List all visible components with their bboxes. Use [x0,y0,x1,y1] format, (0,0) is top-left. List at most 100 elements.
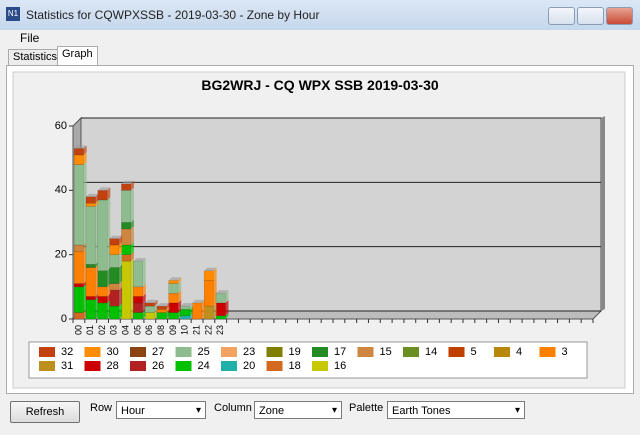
bar-top [74,145,87,149]
legend-label: 14 [425,346,437,358]
bar-side [225,312,229,319]
bar-segment [133,286,143,297]
bar-segment [121,254,132,262]
bar-segment [109,267,120,284]
bar-side [107,299,111,319]
bar-segment [109,289,120,307]
bar-top [168,277,182,281]
column-select[interactable]: Zone [254,401,342,420]
bar-side [119,235,123,246]
bar-segment [73,251,84,284]
bar-side [178,290,182,303]
minimize-button[interactable] [548,7,575,25]
bar-side [107,187,111,200]
bar-side [178,280,182,294]
x-tick-label: 08 [156,325,166,335]
palette-select[interactable]: Earth Tones [387,401,525,420]
bar-top [180,303,193,307]
bar-segment [168,293,179,304]
bar-segment [109,283,120,291]
x-tick-label: 22 [203,325,213,335]
right-wall [601,116,605,311]
bar-side [225,299,229,316]
bar-segment [133,296,143,304]
bar-side [107,267,111,287]
bar-side [95,261,99,268]
x-tick-label: 06 [144,325,154,335]
bar-side [130,251,134,262]
legend-label: 25 [198,346,210,358]
legend-label: 27 [152,346,164,358]
maximize-button[interactable] [577,7,604,25]
bar-segment [144,312,155,320]
bar-top [86,193,99,197]
bar-side [142,283,146,297]
tab-graph[interactable]: Graph [57,46,98,68]
row-select[interactable]: Hour [116,401,206,420]
y-tick-label: 0 [61,313,67,325]
legend-swatch [312,361,328,371]
refresh-button[interactable]: Refresh [10,401,80,423]
y-tick-label: 20 [55,249,67,261]
bar-segment [121,183,132,191]
x-tick-label: 02 [97,325,107,335]
bar-segment [215,293,226,304]
legend-label: 4 [516,346,522,358]
x-tick-label: 23 [215,325,225,335]
bar-top [109,235,123,239]
chart-title: BG2WRJ - CQ WPX SSB 2019-03-30 [201,77,439,93]
bar-segment [97,199,108,272]
legend-swatch [84,361,101,371]
bar-side [190,306,193,316]
bar-segment [85,267,96,297]
legend-label: 16 [334,360,346,372]
bar-side [95,296,99,319]
bar-side [178,299,182,313]
bar-segment [203,280,214,307]
bar-side [178,309,182,319]
x-tick-label: 00 [73,325,83,335]
app-icon: N1 [6,7,20,21]
bar-segment [168,302,179,313]
bar-top [121,180,134,184]
bar-side [201,299,205,319]
bar-segment [156,309,167,313]
bar-top [133,258,146,262]
bar-side [190,303,193,310]
bar-side [142,258,146,287]
legend-swatch [175,347,192,357]
legend-swatch [266,361,283,371]
bar-side [154,303,158,313]
legend-label: 24 [198,360,210,372]
bar-side [83,151,87,165]
bar-side [166,309,170,319]
menu-file[interactable]: File [20,31,40,45]
bar-side [83,248,87,284]
close-button[interactable] [606,7,633,25]
bar-side [166,306,170,313]
bar-side [83,145,87,155]
bar-segment [121,190,132,223]
legend-swatch [448,347,465,357]
bar-segment [85,264,96,268]
bar-top [97,187,111,191]
palette-label: Palette [349,402,384,414]
legend-swatch [39,361,55,371]
bar-side [95,193,99,204]
bar-side [154,309,158,319]
bar-segment [109,254,120,268]
bar-side [178,277,182,284]
legend-label: 28 [107,360,119,372]
bar-segment [144,305,155,313]
legend-label: 26 [152,360,164,372]
bar-side [130,258,134,319]
bar-segment [97,286,108,297]
back-wall [80,117,602,312]
bar-side [119,264,123,284]
bar-side [142,309,146,319]
bar-segment [109,305,120,320]
row-label: Row [90,402,113,414]
x-tick-label: 21 [191,325,201,335]
bar-segment [73,312,84,320]
bar-segment [121,260,132,320]
